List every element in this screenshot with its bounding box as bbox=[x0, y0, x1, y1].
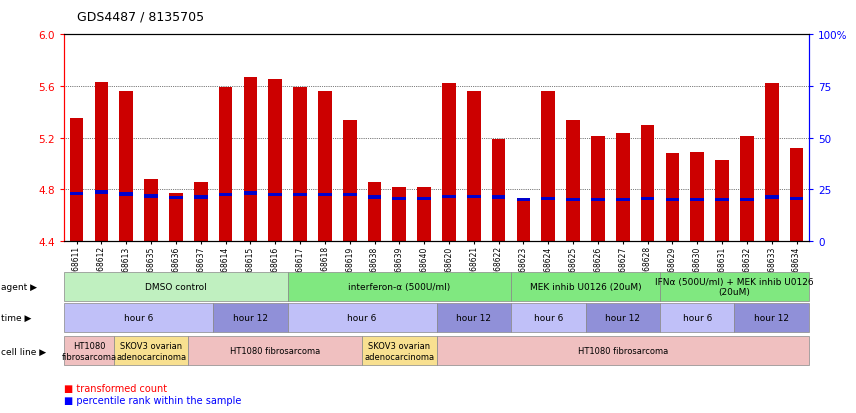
Bar bbox=[790, 198, 803, 201]
Text: MEK inhib U0126 (20uM): MEK inhib U0126 (20uM) bbox=[530, 282, 641, 292]
Bar bbox=[517, 200, 530, 242]
Bar bbox=[492, 140, 505, 242]
Bar bbox=[169, 194, 182, 242]
Bar bbox=[591, 198, 604, 202]
Text: HT1080 fibrosarcoma: HT1080 fibrosarcoma bbox=[578, 347, 668, 356]
Text: hour 12: hour 12 bbox=[456, 313, 491, 323]
Text: DMSO control: DMSO control bbox=[145, 282, 207, 292]
Bar bbox=[95, 191, 108, 194]
Bar bbox=[318, 92, 331, 242]
Text: hour 6: hour 6 bbox=[124, 313, 153, 323]
Bar bbox=[194, 182, 207, 242]
Bar bbox=[716, 160, 728, 242]
Bar bbox=[244, 192, 257, 195]
Bar bbox=[70, 192, 83, 195]
Bar bbox=[393, 197, 406, 200]
Text: ■ percentile rank within the sample: ■ percentile rank within the sample bbox=[64, 395, 241, 405]
Text: agent ▶: agent ▶ bbox=[1, 282, 37, 292]
Bar bbox=[641, 197, 654, 201]
Bar bbox=[318, 193, 331, 197]
Bar bbox=[591, 137, 604, 242]
Text: hour 6: hour 6 bbox=[533, 313, 563, 323]
Bar bbox=[418, 188, 431, 242]
Bar bbox=[765, 196, 778, 199]
Bar bbox=[666, 198, 679, 202]
Bar bbox=[616, 198, 629, 202]
Bar bbox=[393, 188, 406, 242]
Bar bbox=[120, 193, 133, 196]
Bar bbox=[542, 197, 555, 200]
Bar bbox=[740, 198, 753, 202]
Text: hour 12: hour 12 bbox=[754, 313, 789, 323]
Bar bbox=[343, 120, 356, 242]
Bar bbox=[790, 149, 803, 242]
Bar bbox=[616, 133, 629, 242]
Text: GDS4487 / 8135705: GDS4487 / 8135705 bbox=[77, 10, 205, 23]
Bar bbox=[567, 120, 580, 242]
Text: hour 6: hour 6 bbox=[348, 313, 377, 323]
Text: ■ transformed count: ■ transformed count bbox=[64, 383, 167, 393]
Bar bbox=[194, 196, 207, 199]
Bar bbox=[169, 196, 182, 199]
Bar bbox=[294, 193, 306, 196]
Bar bbox=[269, 80, 282, 242]
Bar bbox=[691, 152, 704, 242]
Bar bbox=[368, 182, 381, 242]
Bar bbox=[666, 154, 679, 242]
Text: hour 6: hour 6 bbox=[682, 313, 712, 323]
Bar bbox=[120, 92, 133, 242]
Bar bbox=[70, 119, 83, 242]
Text: SKOV3 ovarian
adenocarcinoma: SKOV3 ovarian adenocarcinoma bbox=[116, 342, 186, 361]
Bar bbox=[269, 193, 282, 197]
Bar bbox=[368, 196, 381, 199]
Text: SKOV3 ovarian
adenocarcinoma: SKOV3 ovarian adenocarcinoma bbox=[365, 342, 434, 361]
Bar bbox=[443, 195, 455, 199]
Bar bbox=[492, 196, 505, 199]
Bar bbox=[691, 198, 704, 202]
Bar bbox=[517, 198, 530, 202]
Text: HT1080
fibrosarcoma: HT1080 fibrosarcoma bbox=[62, 342, 116, 361]
Bar bbox=[219, 193, 232, 196]
Bar bbox=[542, 92, 555, 242]
Bar bbox=[418, 197, 431, 200]
Bar bbox=[765, 84, 778, 242]
Text: hour 12: hour 12 bbox=[233, 313, 268, 323]
Bar bbox=[443, 84, 455, 242]
Text: time ▶: time ▶ bbox=[1, 313, 31, 323]
Bar bbox=[294, 88, 306, 242]
Text: interferon-α (500U/ml): interferon-α (500U/ml) bbox=[348, 282, 450, 292]
Text: cell line ▶: cell line ▶ bbox=[1, 347, 46, 356]
Bar bbox=[145, 195, 158, 198]
Text: hour 12: hour 12 bbox=[605, 313, 640, 323]
Bar bbox=[219, 88, 232, 242]
Bar bbox=[244, 78, 257, 242]
Bar bbox=[95, 83, 108, 242]
Bar bbox=[467, 92, 480, 242]
Text: HT1080 fibrosarcoma: HT1080 fibrosarcoma bbox=[230, 347, 320, 356]
Bar bbox=[145, 180, 158, 242]
Bar bbox=[740, 137, 753, 242]
Text: IFNα (500U/ml) + MEK inhib U0126
(20uM): IFNα (500U/ml) + MEK inhib U0126 (20uM) bbox=[655, 278, 814, 297]
Bar bbox=[467, 195, 480, 199]
Bar bbox=[641, 126, 654, 242]
Bar bbox=[567, 198, 580, 202]
Bar bbox=[716, 199, 728, 202]
Bar bbox=[343, 193, 356, 197]
